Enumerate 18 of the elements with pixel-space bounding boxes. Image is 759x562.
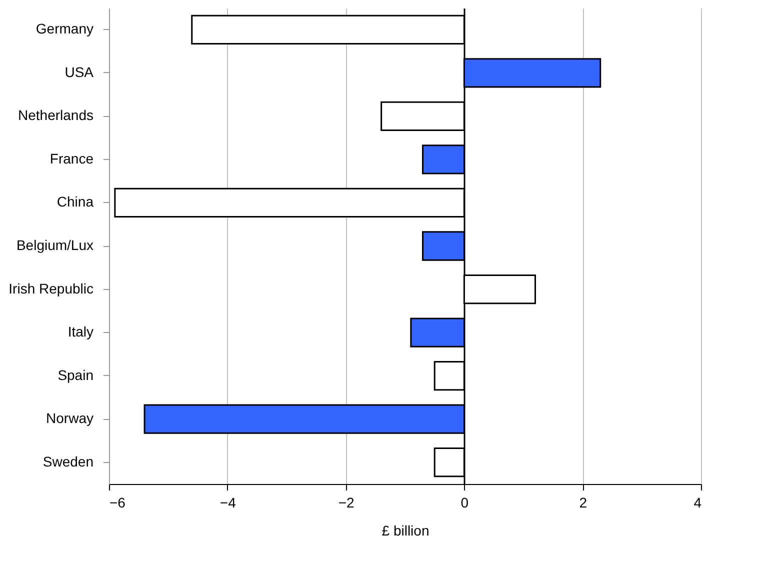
y-tick-label: USA	[64, 64, 94, 80]
x-tick-label: −6	[110, 494, 126, 510]
x-tick-label: 4	[694, 494, 702, 510]
y-tick-label: Netherlands	[18, 107, 94, 124]
x-axis-title: £ billion	[382, 522, 430, 538]
y-tick-label: China	[56, 194, 94, 210]
x-tick-label: −2	[338, 494, 354, 510]
y-tick-label: France	[50, 150, 94, 166]
y-tick-label: Norway	[46, 410, 94, 426]
x-tick-label: 0	[460, 494, 469, 510]
y-tick-label: Spain	[58, 366, 94, 383]
y-tick-label: Germany	[36, 20, 94, 37]
y-tick-label: Irish Republic	[8, 280, 94, 296]
x-tick-label: −4	[220, 494, 236, 510]
y-tick-label: Sweden	[42, 453, 94, 470]
x-tick-label: 2	[579, 494, 588, 510]
y-tick-label: Italy	[68, 324, 94, 340]
y-tick-label: Belgium/Lux	[16, 237, 94, 253]
